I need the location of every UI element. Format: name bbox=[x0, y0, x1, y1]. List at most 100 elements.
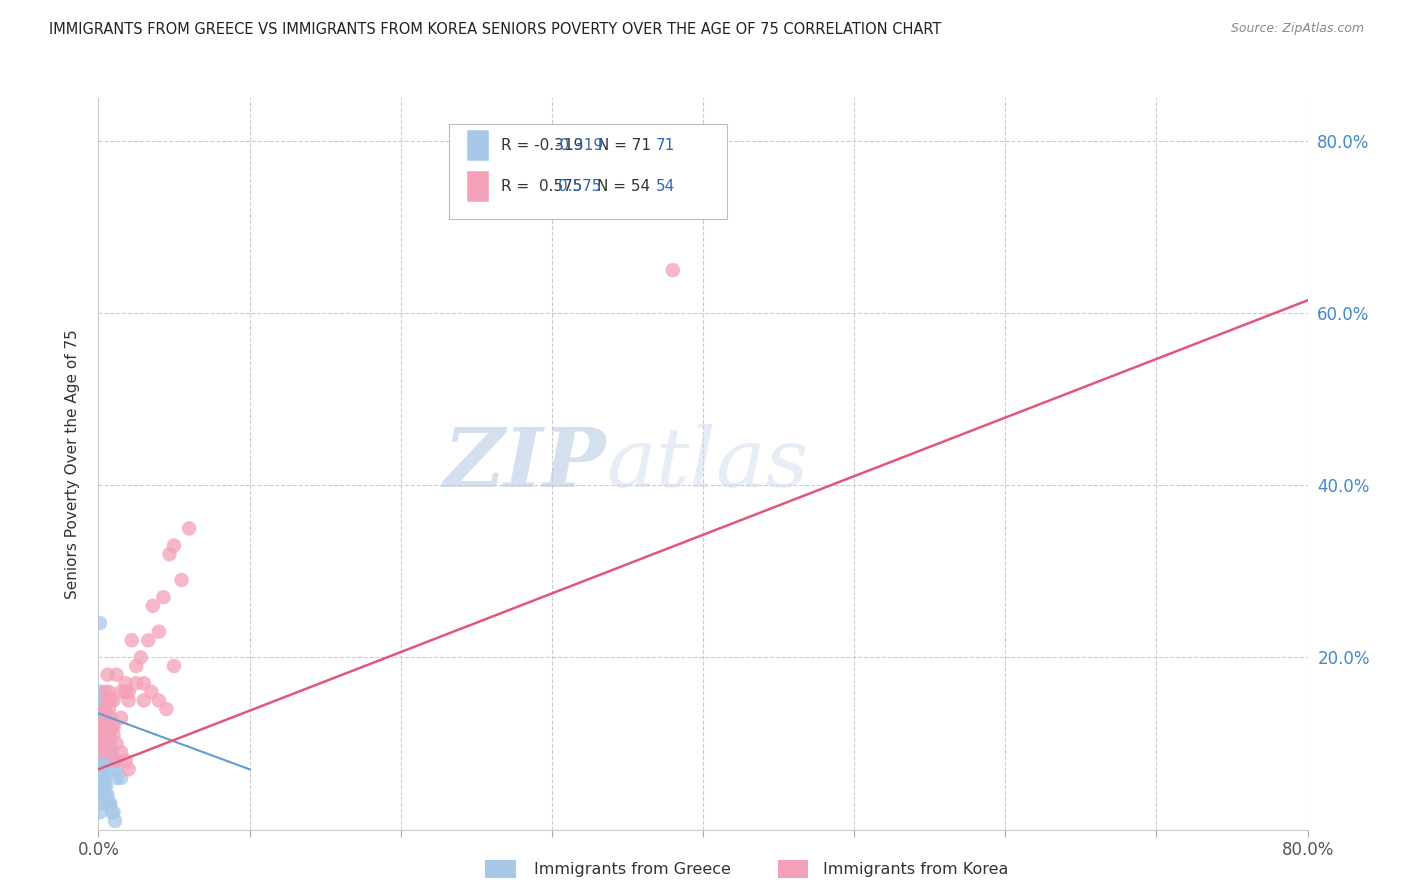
Point bbox=[89, 797, 111, 811]
Point bbox=[89, 693, 111, 707]
Point bbox=[132, 693, 155, 707]
Text: IMMIGRANTS FROM GREECE VS IMMIGRANTS FROM KOREA SENIORS POVERTY OVER THE AGE OF : IMMIGRANTS FROM GREECE VS IMMIGRANTS FRO… bbox=[49, 22, 942, 37]
Point bbox=[98, 737, 121, 751]
Point bbox=[89, 780, 111, 794]
Text: R = -0.319   N = 71: R = -0.319 N = 71 bbox=[501, 138, 651, 153]
Point bbox=[100, 737, 122, 751]
Point bbox=[89, 702, 111, 716]
Y-axis label: Seniors Poverty Over the Age of 75: Seniors Poverty Over the Age of 75 bbox=[65, 329, 80, 599]
Point bbox=[94, 728, 117, 742]
Point bbox=[90, 762, 112, 776]
Point bbox=[93, 780, 115, 794]
Point bbox=[91, 702, 114, 716]
Point bbox=[93, 737, 115, 751]
Point bbox=[110, 745, 132, 759]
Point bbox=[136, 633, 159, 648]
Point bbox=[89, 711, 111, 725]
Point bbox=[141, 685, 163, 699]
Point bbox=[93, 702, 115, 716]
Point bbox=[103, 719, 125, 733]
Point bbox=[152, 591, 174, 605]
Point bbox=[91, 737, 114, 751]
Point bbox=[91, 737, 114, 751]
Point bbox=[90, 685, 112, 699]
Point bbox=[100, 693, 122, 707]
Point bbox=[98, 797, 121, 811]
Point bbox=[91, 719, 114, 733]
Point bbox=[94, 780, 117, 794]
Point bbox=[100, 711, 122, 725]
Text: 54: 54 bbox=[655, 179, 675, 194]
Point bbox=[90, 693, 112, 707]
Point bbox=[90, 702, 112, 716]
Point bbox=[125, 659, 148, 673]
Point bbox=[93, 728, 115, 742]
Point bbox=[90, 737, 112, 751]
Point bbox=[114, 676, 136, 690]
Point bbox=[98, 728, 121, 742]
Point bbox=[121, 633, 143, 648]
Point bbox=[103, 805, 125, 820]
Point bbox=[100, 745, 122, 759]
Point bbox=[101, 745, 124, 759]
Point bbox=[98, 728, 121, 742]
Point bbox=[94, 711, 117, 725]
Point bbox=[96, 797, 118, 811]
Point bbox=[105, 667, 128, 681]
Point bbox=[101, 754, 124, 768]
Point bbox=[93, 719, 115, 733]
Point bbox=[129, 650, 152, 665]
Point bbox=[96, 728, 118, 742]
Text: R =  0.575   N = 54: R = 0.575 N = 54 bbox=[501, 179, 650, 194]
Point bbox=[96, 693, 118, 707]
Point bbox=[101, 805, 124, 820]
Point bbox=[90, 728, 112, 742]
Point bbox=[105, 771, 128, 785]
Point bbox=[96, 719, 118, 733]
Point bbox=[170, 573, 193, 587]
Point bbox=[91, 693, 114, 707]
Point bbox=[90, 745, 112, 759]
Point bbox=[91, 771, 114, 785]
Point bbox=[118, 762, 141, 776]
Point bbox=[94, 711, 117, 725]
Point bbox=[90, 711, 112, 725]
Point bbox=[89, 685, 111, 699]
Point bbox=[105, 762, 128, 776]
Point bbox=[100, 745, 122, 759]
Point bbox=[163, 659, 186, 673]
Point bbox=[89, 771, 111, 785]
Text: Immigrants from Korea: Immigrants from Korea bbox=[823, 863, 1008, 877]
Point bbox=[89, 728, 111, 742]
Point bbox=[155, 702, 177, 716]
Text: 71: 71 bbox=[655, 138, 675, 153]
Point bbox=[90, 762, 112, 776]
Point bbox=[93, 702, 115, 716]
Point bbox=[94, 685, 117, 699]
Point bbox=[110, 685, 132, 699]
Point bbox=[110, 711, 132, 725]
Point bbox=[93, 719, 115, 733]
Text: Source: ZipAtlas.com: Source: ZipAtlas.com bbox=[1230, 22, 1364, 36]
Point bbox=[118, 693, 141, 707]
Point bbox=[89, 745, 111, 759]
Point bbox=[159, 547, 181, 561]
Point bbox=[148, 624, 170, 639]
Point bbox=[118, 685, 141, 699]
Point bbox=[96, 667, 118, 681]
Point bbox=[89, 805, 111, 820]
Point bbox=[91, 728, 114, 742]
Point bbox=[101, 719, 124, 733]
Point bbox=[91, 745, 114, 759]
Point bbox=[96, 719, 118, 733]
Point bbox=[179, 521, 201, 535]
Point bbox=[91, 728, 114, 742]
Point bbox=[98, 685, 121, 699]
Point bbox=[105, 754, 128, 768]
Text: ZIP: ZIP bbox=[444, 424, 606, 504]
Point bbox=[114, 685, 136, 699]
Point bbox=[89, 754, 111, 768]
Point bbox=[105, 737, 128, 751]
Point bbox=[132, 676, 155, 690]
Point bbox=[91, 754, 114, 768]
